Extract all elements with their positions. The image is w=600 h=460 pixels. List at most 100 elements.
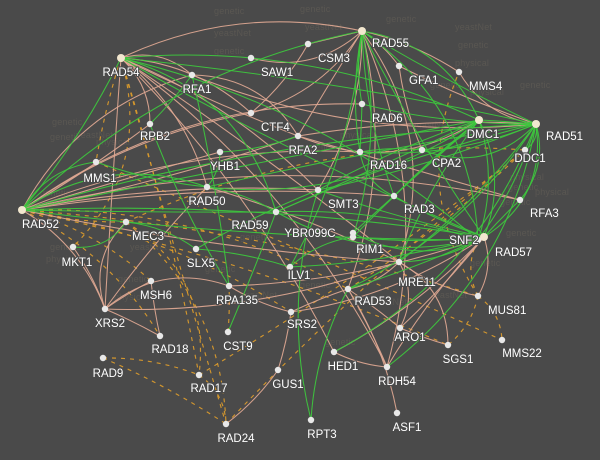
edge-physical [99, 221, 127, 310]
gene-label-msh6: MSH6 [140, 290, 172, 302]
edge-physical [120, 21, 363, 59]
gene-label-rad9: RAD9 [93, 368, 124, 380]
edge-yeastNet [352, 232, 485, 252]
gene-node-ctf4[interactable] [247, 109, 255, 117]
edge-yeastNet [317, 189, 485, 238]
edge-genetic [227, 285, 230, 333]
gene-node-rfa2[interactable] [294, 132, 302, 140]
edge-yeastNet [478, 119, 496, 238]
gene-label-hed1: HED1 [328, 361, 359, 373]
gene-node-snf2[interactable] [480, 233, 488, 241]
gene-node-rfa3[interactable] [516, 196, 524, 204]
edge-type-watermark: genetic [386, 14, 417, 24]
edge-yeastNet [120, 57, 485, 238]
edge-type-watermark: yeastNet [370, 297, 407, 307]
gene-label-rad24: RAD24 [217, 433, 255, 445]
gene-label-ilv1: ILV1 [288, 270, 311, 282]
gene-node-hed1[interactable] [330, 348, 338, 356]
gene-node-mec3[interactable] [122, 218, 130, 226]
edge-yeastNet [21, 209, 479, 241]
edge-type-watermark: physical [340, 130, 374, 140]
gene-label-rad18: RAD18 [151, 344, 188, 356]
gene-node-dmc1[interactable] [475, 116, 483, 124]
edge-yeastNet [21, 123, 537, 211]
gene-node-mkt1[interactable] [69, 243, 77, 251]
gene-node-mms4[interactable] [455, 68, 463, 76]
edge-genetic [438, 71, 479, 297]
gene-node-rad52[interactable] [18, 206, 26, 214]
gene-node-rad50[interactable] [203, 183, 211, 191]
edge-physical [21, 209, 106, 310]
edge-type-watermark: genetic [325, 337, 356, 347]
gene-node-aro1[interactable] [396, 324, 404, 332]
edge-yeastNet [95, 161, 208, 188]
gene-node-rad53[interactable] [344, 285, 352, 293]
edge-yeastNet [206, 151, 221, 188]
gene-node-mms1[interactable] [92, 158, 100, 166]
gene-label-sgs1: SGS1 [443, 354, 474, 366]
gene-node-rpt3[interactable] [307, 416, 315, 424]
gene-node-yhb1[interactable] [216, 148, 224, 156]
gene-node-saw1[interactable] [247, 54, 255, 62]
gene-node-rad16[interactable] [356, 148, 364, 156]
edge-yeastNet [352, 119, 480, 234]
gene-node-gfa1[interactable] [395, 62, 403, 70]
gene-node-rad17[interactable] [195, 371, 203, 379]
gene-node-rad18[interactable] [156, 332, 164, 340]
gene-node-ddc1[interactable] [521, 146, 529, 154]
gene-node-rfa1[interactable] [188, 71, 196, 79]
gene-node-msh6[interactable] [147, 277, 155, 285]
gene-node-rad3[interactable] [390, 192, 398, 200]
edge-yeastNet [386, 123, 537, 368]
gene-node-mms22[interactable] [498, 336, 506, 344]
gene-node-rim1[interactable] [349, 233, 357, 241]
node-layer[interactable] [18, 27, 540, 428]
edge-type-watermark: genetic [205, 264, 236, 274]
edge-yeastNet [195, 189, 319, 250]
edge-physical [290, 236, 485, 313]
gene-node-rad51[interactable] [532, 120, 540, 128]
gene-label-rad50: RAD50 [188, 196, 225, 208]
gene-node-gus1[interactable] [274, 366, 282, 374]
gene-node-rpa135[interactable] [225, 282, 233, 290]
gene-node-rad59[interactable] [272, 208, 280, 216]
edge-yeastNet [227, 211, 277, 333]
edge-yeastNet [398, 119, 480, 263]
edge-type-watermark: physical [114, 292, 148, 302]
edge-physical [120, 57, 335, 353]
edge-physical [250, 30, 363, 63]
gene-node-rad24[interactable] [222, 420, 230, 428]
edge-yeastNet [317, 119, 480, 191]
gene-node-rad55[interactable] [358, 27, 366, 35]
edge-yeastNet [354, 30, 363, 153]
edge-yeastNet [21, 209, 277, 213]
gene-node-sgs1[interactable] [444, 341, 452, 349]
gene-node-asf1[interactable] [393, 409, 401, 417]
edge-physical [206, 186, 400, 263]
edge-yeastNet [359, 103, 363, 153]
gene-node-cst9[interactable] [224, 328, 232, 336]
gene-node-mus81[interactable] [474, 292, 482, 300]
gene-node-rdh54[interactable] [383, 363, 391, 371]
edge-type-watermark: yeastNet [455, 22, 492, 32]
gene-node-rad9[interactable] [99, 354, 107, 362]
gene-node-smt3[interactable] [314, 186, 322, 194]
gene-label-rad52: RAD52 [22, 219, 59, 231]
gene-node-rad54[interactable] [117, 54, 125, 62]
gene-node-ilv1[interactable] [286, 263, 294, 271]
gene-node-cpa2[interactable] [418, 146, 426, 154]
gene-label-aro1: ARO1 [394, 332, 425, 344]
gene-node-slx5[interactable] [192, 245, 200, 253]
gene-node-rpb2[interactable] [146, 120, 154, 128]
edge-physical [120, 57, 319, 191]
gene-node-mre11[interactable] [395, 258, 403, 266]
gene-node-rad57[interactable] [474, 236, 482, 244]
edge-genetic [125, 221, 227, 425]
edge-physical [21, 112, 252, 211]
gene-node-csm3[interactable] [304, 40, 312, 48]
gene-node-srs2[interactable] [287, 308, 295, 316]
gene-node-rad6[interactable] [358, 100, 366, 108]
gene-node-xrs2[interactable] [101, 305, 109, 313]
